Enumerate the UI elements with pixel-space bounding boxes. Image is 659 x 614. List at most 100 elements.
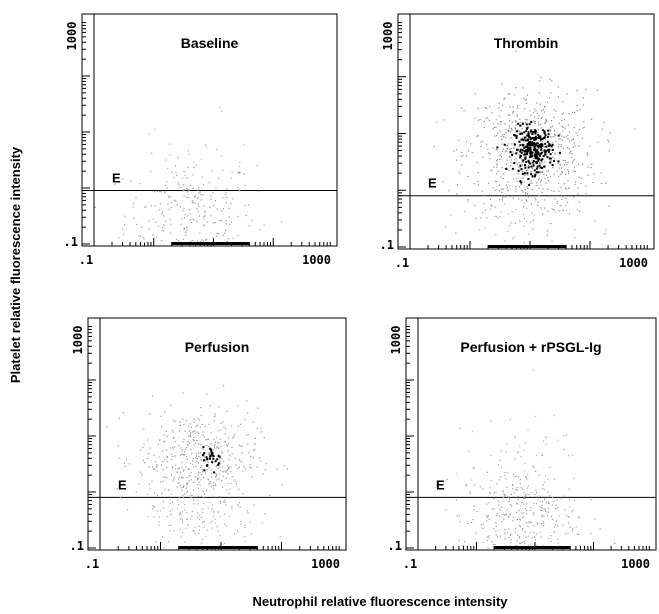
- data-point: [496, 536, 499, 538]
- data-point: [161, 211, 164, 213]
- data-point: [511, 143, 513, 145]
- data-point: [539, 80, 541, 82]
- data-point: [218, 453, 220, 456]
- data-point: [527, 132, 530, 135]
- data-point: [505, 451, 508, 453]
- data-point: [528, 521, 530, 523]
- data-point: [219, 535, 221, 537]
- data-point: [509, 503, 512, 506]
- data-point: [141, 473, 143, 476]
- data-point: [153, 492, 156, 494]
- data-point: [541, 127, 543, 129]
- data-point: [198, 443, 200, 445]
- data-point: [203, 436, 206, 438]
- data-point: [506, 486, 508, 488]
- data-point: [525, 99, 527, 101]
- data-point: [164, 489, 166, 491]
- data-point: [229, 488, 231, 490]
- data-point: [534, 163, 536, 165]
- data-point: [521, 529, 524, 531]
- data-point: [182, 485, 185, 487]
- data-point: [249, 521, 251, 523]
- data-point: [500, 211, 502, 213]
- data-point: [172, 448, 174, 450]
- data-point: [521, 199, 523, 201]
- data-point: [524, 156, 527, 159]
- data-point: [567, 134, 569, 137]
- data-point: [202, 184, 205, 186]
- data-point: [525, 476, 527, 479]
- data-point: [499, 158, 501, 161]
- data-point: [154, 128, 156, 131]
- data-point: [119, 457, 121, 459]
- data-point: [506, 159, 508, 161]
- data-point: [539, 531, 541, 533]
- data-point: [568, 113, 570, 115]
- data-point: [533, 503, 535, 505]
- data-point: [527, 177, 530, 180]
- data-point: [548, 502, 550, 505]
- data-point: [513, 152, 515, 154]
- data-point: [516, 489, 518, 491]
- data-point: [197, 203, 200, 205]
- data-point: [164, 191, 166, 193]
- data-point: [160, 481, 162, 483]
- data-point: [187, 524, 189, 526]
- data-point: [548, 157, 551, 160]
- data-point: [212, 457, 215, 460]
- data-point: [204, 459, 206, 461]
- data-point: [221, 479, 223, 482]
- data-point: [500, 138, 503, 141]
- data-point: [150, 171, 152, 173]
- data-point: [533, 148, 536, 151]
- data-point: [182, 210, 184, 212]
- data-point: [158, 524, 161, 526]
- data-point: [526, 94, 529, 96]
- data-point: [534, 132, 537, 135]
- data-point: [194, 196, 196, 198]
- data-point: [535, 199, 537, 201]
- data-point: [118, 418, 120, 420]
- data-point: [540, 76, 542, 79]
- data-point: [517, 122, 520, 125]
- data-point: [543, 165, 546, 168]
- data-point: [133, 217, 135, 220]
- plot-frame: [81, 13, 338, 247]
- data-point: [493, 498, 495, 500]
- data-point: [189, 434, 191, 436]
- data-point: [198, 471, 200, 473]
- data-point: [243, 144, 245, 146]
- data-point: [532, 176, 534, 179]
- data-point: [204, 210, 206, 212]
- data-point: [534, 493, 536, 496]
- data-point: [185, 234, 187, 237]
- scatter-points: [94, 107, 283, 246]
- data-point: [509, 498, 511, 500]
- data-point: [519, 519, 522, 521]
- data-point: [157, 443, 160, 445]
- data-point: [264, 469, 266, 471]
- data-point: [178, 482, 180, 484]
- data-point: [170, 474, 173, 476]
- data-point: [455, 148, 458, 151]
- data-point: [540, 140, 542, 142]
- data-point: [510, 127, 512, 130]
- data-point: [497, 217, 499, 219]
- data-point: [590, 167, 592, 169]
- data-point: [140, 471, 142, 473]
- data-point: [171, 509, 173, 511]
- data-point: [597, 141, 599, 143]
- data-point: [183, 217, 186, 219]
- data-point: [518, 130, 520, 132]
- data-point: [512, 488, 514, 490]
- data-point: [572, 454, 574, 456]
- data-point: [192, 218, 194, 221]
- data-point: [550, 540, 552, 542]
- data-point: [558, 143, 560, 145]
- data-point: [546, 149, 549, 152]
- data-point: [558, 210, 560, 212]
- data-point: [470, 521, 473, 524]
- data-point: [515, 137, 518, 140]
- data-point: [537, 131, 539, 133]
- data-point: [233, 479, 235, 481]
